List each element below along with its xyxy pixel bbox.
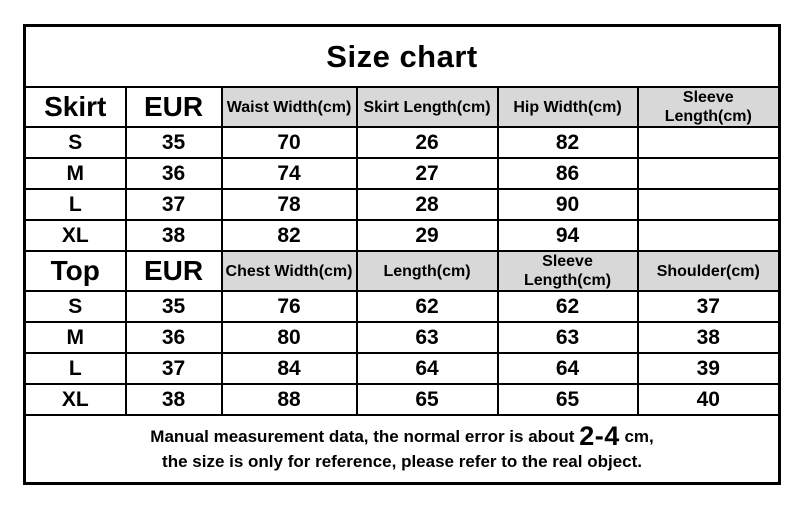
value-cell: 74	[220, 157, 358, 190]
value-cell: 88	[220, 383, 358, 416]
size-cell: XL	[23, 383, 127, 416]
value-cell: 65	[355, 383, 499, 416]
column-header-length: Length(cm)	[355, 250, 499, 292]
value-cell	[636, 157, 781, 190]
value-cell: 63	[355, 321, 499, 354]
top-unit-header: EUR	[124, 250, 223, 292]
page-title: Size chart	[23, 24, 781, 88]
table-row-top-l: L 37 84 64 64 39	[23, 352, 781, 385]
value-cell	[636, 126, 781, 159]
column-header-hip-width: Hip Width(cm)	[496, 86, 639, 128]
size-cell: S	[23, 290, 127, 323]
value-cell: 76	[220, 290, 358, 323]
eur-cell: 37	[124, 352, 223, 385]
table-row-skirt-s: S 35 70 26 82	[23, 126, 781, 159]
eur-cell: 35	[124, 290, 223, 323]
top-section-title: Top	[23, 250, 127, 292]
eur-cell: 35	[124, 126, 223, 159]
value-cell: 94	[496, 219, 639, 252]
value-cell: 64	[496, 352, 639, 385]
value-cell: 82	[496, 126, 639, 159]
column-header-shoulder: Shoulder(cm)	[636, 250, 781, 292]
value-cell: 40	[636, 383, 781, 416]
value-cell: 28	[355, 188, 499, 221]
table-row-skirt-xl: XL 38 82 29 94	[23, 219, 781, 252]
footer-highlight: 2-4	[579, 421, 620, 451]
value-cell: 70	[220, 126, 358, 159]
size-cell: M	[23, 321, 127, 354]
footer-note: Manual measurement data, the normal erro…	[23, 414, 781, 485]
value-cell: 62	[496, 290, 639, 323]
top-section-header-row: Top EUR Chest Width(cm) Length(cm) Sleev…	[23, 250, 781, 292]
eur-cell: 38	[124, 383, 223, 416]
footer-line-2: the size is only for reference, please r…	[162, 452, 642, 471]
footer-line-1: Manual measurement data, the normal erro…	[34, 421, 770, 451]
eur-cell: 38	[124, 219, 223, 252]
value-cell: 29	[355, 219, 499, 252]
value-cell: 27	[355, 157, 499, 190]
skirt-section-header-row: Skirt EUR Waist Width(cm) Skirt Length(c…	[23, 86, 781, 128]
value-cell: 62	[355, 290, 499, 323]
skirt-section-title: Skirt	[23, 86, 127, 128]
eur-cell: 37	[124, 188, 223, 221]
size-cell: M	[23, 157, 127, 190]
value-cell: 37	[636, 290, 781, 323]
value-cell	[636, 219, 781, 252]
column-header-waist-width: Waist Width(cm)	[220, 86, 358, 128]
eur-cell: 36	[124, 157, 223, 190]
size-cell: L	[23, 352, 127, 385]
table-row-top-m: M 36 80 63 63 38	[23, 321, 781, 354]
value-cell	[636, 188, 781, 221]
column-header-chest-width: Chest Width(cm)	[220, 250, 358, 292]
skirt-unit-header: EUR	[124, 86, 223, 128]
value-cell: 38	[636, 321, 781, 354]
value-cell: 80	[220, 321, 358, 354]
size-chart-table: Size chart Skirt EUR Waist Width(cm) Ski…	[23, 24, 782, 485]
value-cell: 65	[496, 383, 639, 416]
footer-text-suffix: cm,	[619, 427, 654, 446]
column-header-skirt-sleeve-length: Sleeve Length(cm)	[636, 86, 781, 128]
value-cell: 82	[220, 219, 358, 252]
column-header-top-sleeve-length: Sleeve Length(cm)	[496, 250, 639, 292]
title-row: Size chart	[23, 24, 781, 88]
footer-text-prefix: Manual measurement data, the normal erro…	[150, 427, 580, 446]
value-cell: 78	[220, 188, 358, 221]
eur-cell: 36	[124, 321, 223, 354]
footer-row: Manual measurement data, the normal erro…	[23, 414, 781, 485]
value-cell: 26	[355, 126, 499, 159]
table-row-skirt-l: L 37 78 28 90	[23, 188, 781, 221]
value-cell: 39	[636, 352, 781, 385]
table-row-top-s: S 35 76 62 62 37	[23, 290, 781, 323]
value-cell: 86	[496, 157, 639, 190]
size-cell: L	[23, 188, 127, 221]
value-cell: 64	[355, 352, 499, 385]
table-row-skirt-m: M 36 74 27 86	[23, 157, 781, 190]
value-cell: 84	[220, 352, 358, 385]
value-cell: 90	[496, 188, 639, 221]
column-header-skirt-length: Skirt Length(cm)	[355, 86, 499, 128]
size-cell: S	[23, 126, 127, 159]
size-cell: XL	[23, 219, 127, 252]
table-row-top-xl: XL 38 88 65 65 40	[23, 383, 781, 416]
value-cell: 63	[496, 321, 639, 354]
